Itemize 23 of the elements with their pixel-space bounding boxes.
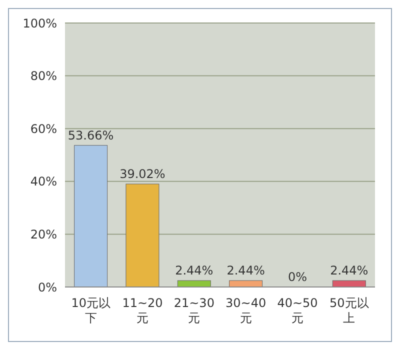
bar (332, 280, 366, 287)
y-tick-label: 20% (30, 227, 57, 242)
bar (177, 280, 211, 287)
x-tick-label: 10元以下 (71, 296, 110, 325)
y-tick-label: 80% (30, 69, 57, 84)
data-label: 2.44% (226, 264, 265, 278)
y-tick-label: 60% (30, 122, 57, 136)
y-tick-label: 40% (30, 174, 57, 189)
x-tick-label: 50元以上 (330, 296, 369, 325)
x-tick-label: 11~20元 (122, 296, 163, 325)
y-tick-label: 100% (22, 16, 57, 30)
data-label: 2.44% (175, 264, 214, 278)
data-label: 2.44% (330, 264, 368, 278)
x-tick-label: 30~40元 (226, 296, 266, 325)
x-tick-label: 40~50元 (277, 296, 318, 325)
data-label: 53.66% (68, 128, 114, 142)
bar (74, 145, 108, 287)
data-label: 0% (288, 270, 307, 284)
bar (229, 280, 263, 287)
bar (126, 184, 160, 287)
data-label: 39.02% (120, 166, 166, 181)
x-tick-label: 21~30元 (174, 296, 214, 325)
y-tick-label: 0% (38, 280, 57, 294)
